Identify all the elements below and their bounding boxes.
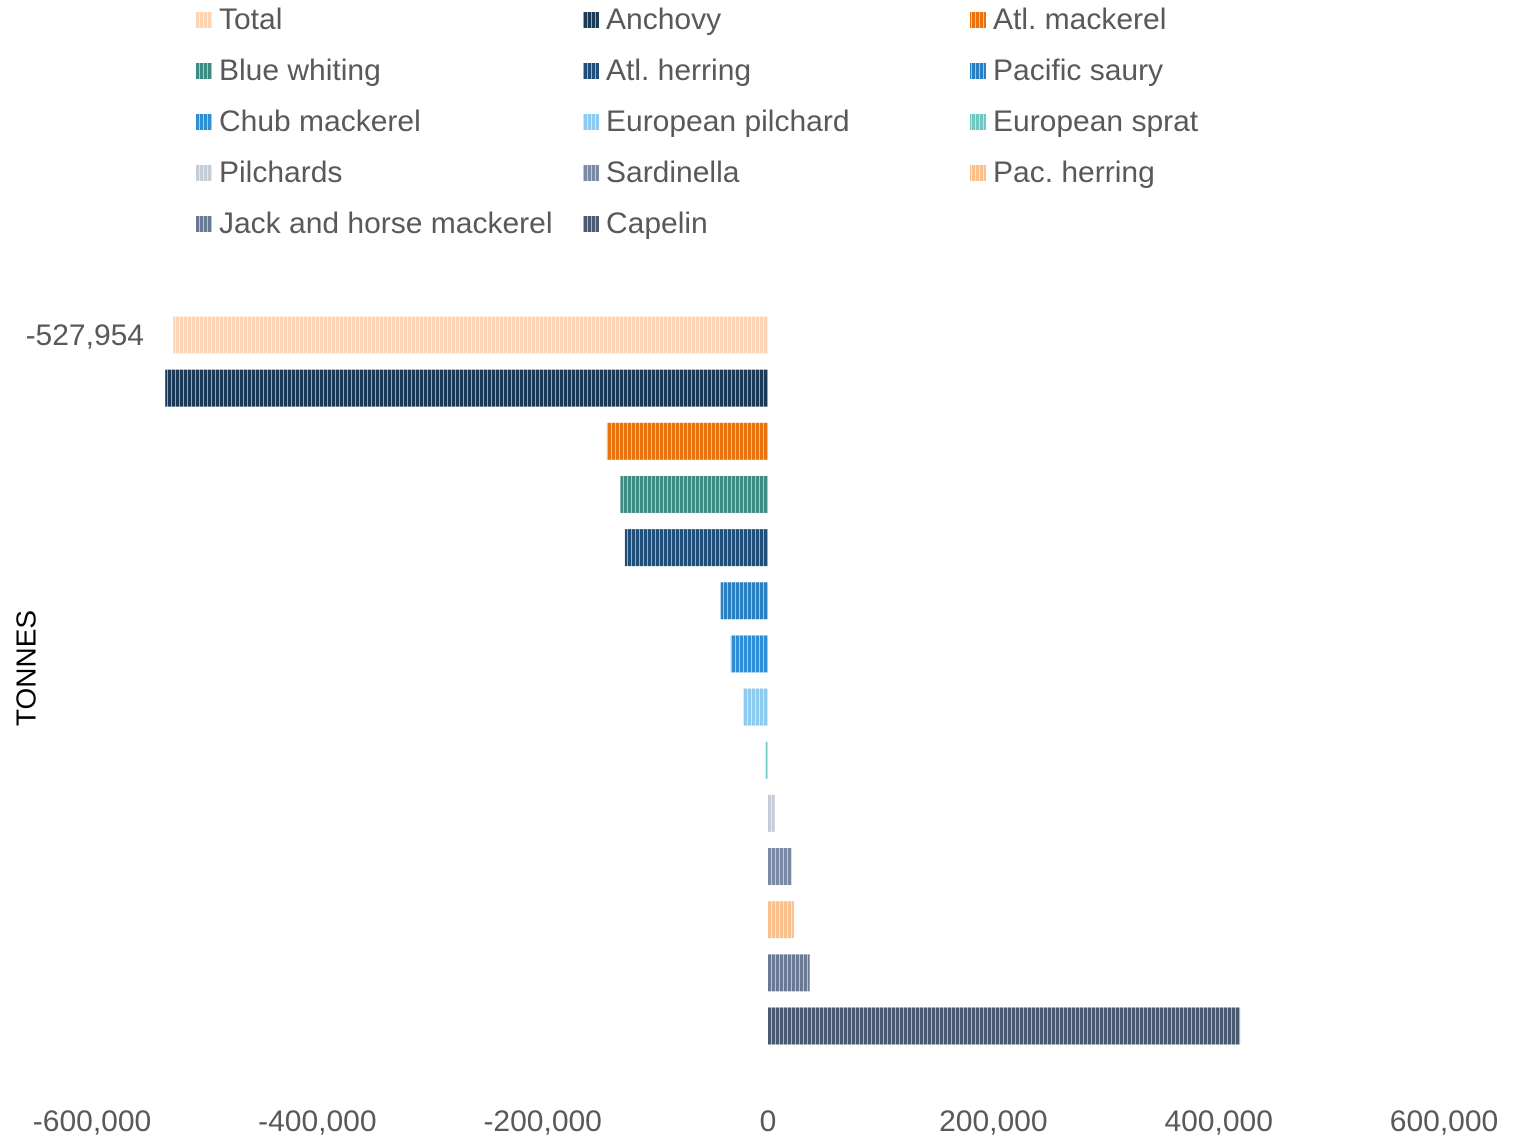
x-tick-label: -400,000 [258,1105,376,1138]
bar [765,741,768,779]
legend-label: Pacific saury [993,54,1163,87]
legend-swatch [196,216,212,232]
bar [720,582,768,620]
x-tick-label: 0 [760,1105,777,1138]
bar [606,422,768,460]
bar [768,954,810,992]
bar [768,848,792,886]
x-tick-label: -200,000 [483,1105,601,1138]
legend-label: European pilchard [606,105,850,138]
legend-swatch [970,165,986,181]
legend-swatch [583,165,599,181]
legend-label: Pilchards [219,156,342,189]
legend-swatch [970,12,986,28]
bar [768,1007,1241,1045]
y-axis-label: TONNES [10,610,41,726]
legend-swatch [196,165,212,181]
legend-label: Total [219,3,282,36]
bar [165,369,768,407]
legend-swatch [196,63,212,79]
legend-swatch [196,12,212,28]
legend-swatch [970,114,986,130]
legend-label: Atl. herring [606,54,751,87]
legend-swatch [583,114,599,130]
legend-label: Atl. mackerel [993,3,1166,36]
legend-label: Capelin [606,207,708,240]
bar [768,901,794,939]
legend-label: Blue whiting [219,54,381,87]
x-tick-label: 200,000 [939,1105,1047,1138]
bar [173,316,769,354]
legend-label: Pac. herring [993,156,1155,189]
x-tick-label: -600,000 [33,1105,151,1138]
legend-swatch [583,12,599,28]
bar [743,688,768,726]
x-tick-label: 400,000 [1164,1105,1272,1138]
x-tick-label: 600,000 [1390,1105,1498,1138]
bar [624,529,768,567]
legend-swatch [196,114,212,130]
bar [620,475,768,513]
legend-label: Anchovy [606,3,721,36]
legend-swatch [970,63,986,79]
legend-label: Sardinella [606,156,740,189]
legend-swatch [583,63,599,79]
bar [730,635,768,673]
legend-label: European sprat [993,105,1199,138]
data-label: -527,954 [26,319,144,352]
legend-swatch [583,216,599,232]
bar [768,794,775,832]
legend-label: Chub mackerel [219,105,421,138]
legend-label: Jack and horse mackerel [219,207,553,240]
